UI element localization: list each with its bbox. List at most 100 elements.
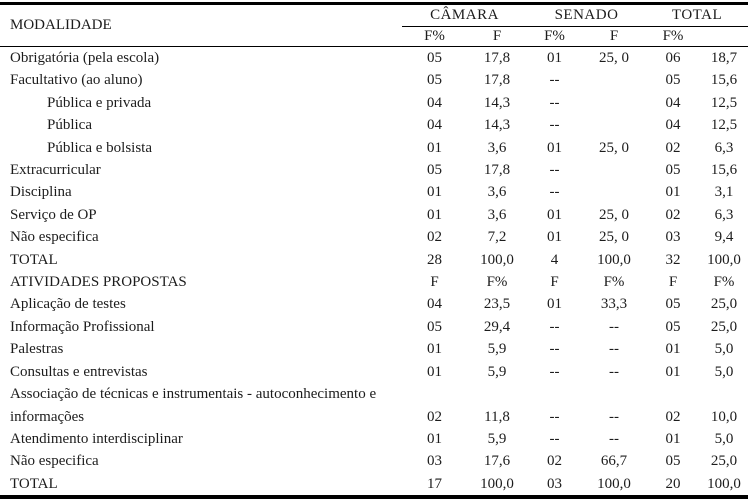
table-cell: 20 [665, 475, 681, 492]
table-row: Informação Profissional 05 29,4 -- -- 05 25,0 [0, 316, 748, 338]
row-label: Pública e bolsista [47, 139, 152, 156]
table-cell: 05 [665, 453, 681, 470]
table-row: TOTAL 17 100,0 03 100,0 20 100,0 [0, 473, 748, 497]
table-row: Palestras 01 5,9 -- -- 01 5,0 [0, 338, 748, 360]
table-cell: 12,5 [710, 117, 738, 134]
table-cell: -- [549, 408, 560, 425]
row-label: TOTAL [10, 475, 58, 492]
table-cell [582, 69, 646, 91]
row-label: Não especifica [10, 229, 99, 246]
table-cell: 3,6 [487, 184, 507, 201]
table-cell: 100,0 [597, 251, 631, 268]
table-cell: 05 [665, 72, 681, 89]
table-cell: 10,0 [710, 408, 738, 425]
table-cell: 03 [547, 475, 563, 492]
table-cell: 29,4 [483, 318, 511, 335]
table-cell: -- [609, 408, 620, 425]
table-row: Facultativo (ao aluno) 05 17,8 -- 05 15,6 [0, 69, 748, 91]
table-row: Extracurricular 05 17,8 -- 05 15,6 [0, 159, 748, 181]
table-cell: 3,6 [487, 206, 507, 223]
table-cell: 11,8 [484, 408, 510, 425]
table-cell: 02 [547, 453, 563, 470]
table-cell: 9,4 [714, 229, 734, 246]
table-header: MODALIDADE CÂMARA SENADO TOTAL F% F F% F… [0, 3, 748, 47]
table-cell: 5,9 [487, 430, 507, 447]
table-cell: 25,0 [710, 318, 738, 335]
table-cell: -- [609, 318, 620, 335]
table-cell: 01 [547, 206, 563, 223]
table-cell: 03 [427, 453, 442, 470]
table-cell: 33,3 [600, 296, 628, 313]
table-cell: F% [713, 274, 735, 291]
table-cell: 04 [427, 117, 442, 134]
sub-header-cell [700, 26, 748, 47]
table-cell: 05 [665, 296, 681, 313]
table-cell: 04 [427, 296, 442, 313]
table-cell: 01 [427, 341, 442, 358]
table-cell [582, 181, 646, 203]
table-cell: F [550, 274, 559, 291]
table-cell: 04 [665, 117, 681, 134]
table-cell: 5,9 [487, 341, 507, 358]
row-label: Obrigatória (pela escola) [10, 50, 160, 66]
table-cell: 01 [547, 229, 563, 246]
table-row: Não especifica 02 7,2 01 25, 0 03 9,4 [0, 226, 748, 248]
table-row: Disciplina 01 3,6 -- 01 3,1 [0, 181, 748, 203]
table-row: Pública e bolsista 01 3,6 01 25, 0 02 6,3 [0, 137, 748, 159]
table-cell: 5,0 [714, 341, 734, 358]
table-cell: 100,0 [480, 251, 514, 268]
table-cell: 32 [665, 251, 681, 268]
table-cell: 01 [547, 50, 563, 66]
table-row: Pública 04 14,3 -- 04 12,5 [0, 114, 748, 136]
table-row: Obrigatória (pela escola) 05 17,8 01 25, 0 0… [0, 47, 748, 70]
table-row: Pública e privada 04 14,3 -- 04 12,5 [0, 92, 748, 114]
table-cell: 03 [665, 229, 681, 246]
table-cell: 17,6 [483, 453, 511, 470]
table-cell: -- [609, 363, 620, 380]
sub-header-cell: F% [527, 26, 583, 47]
table-row: Aplicação de testes 04 23,5 01 33,3 05 25,0 [0, 293, 748, 315]
table-cell: 02 [427, 229, 442, 246]
table-cell: 04 [665, 94, 681, 111]
table-cell: 01 [427, 430, 442, 447]
table-row: Serviço de OP 01 3,6 01 25, 0 02 6,3 [0, 204, 748, 226]
corner-header-modalidade: MODALIDADE [0, 3, 402, 47]
table-cell: 4 [550, 251, 559, 268]
table-cell: 01 [665, 363, 681, 380]
table-cell: 01 [427, 184, 442, 201]
table-row: Não especifica 03 17,6 02 66,7 05 25,0 [0, 450, 748, 472]
table-cell: 25, 0 [599, 50, 630, 66]
table-cell: 02 [665, 206, 681, 223]
table-cell: -- [549, 94, 560, 111]
table-cell: 28 [427, 251, 442, 268]
table-cell: -- [549, 117, 560, 134]
table-cell: 18,7 [710, 50, 738, 66]
group-header-total: TOTAL [646, 3, 748, 27]
table-cell: 3,6 [487, 139, 507, 156]
sub-header-cell: F% [646, 26, 701, 47]
row-label: ATIVIDADES PROPOSTAS [10, 274, 187, 291]
table-cell: 5,0 [714, 363, 734, 380]
table-cell: 02 [665, 139, 681, 156]
table-cell: 100,0 [597, 475, 631, 492]
group-header-senado: SENADO [527, 3, 647, 27]
row-label: Disciplina [10, 184, 72, 201]
table-cell: 100,0 [480, 475, 514, 492]
table-cell: -- [549, 184, 560, 201]
row-label: Não especifica [10, 453, 99, 470]
table-cell: 01 [427, 139, 442, 156]
table-row: Consultas e entrevistas 01 5,9 -- -- 01 5,0 [0, 361, 748, 383]
table-cell: 17 [427, 475, 442, 492]
sub-header-cell: F% [402, 26, 467, 47]
table-cell: -- [549, 341, 560, 358]
row-label: Extracurricular [10, 162, 101, 179]
table-cell: 01 [665, 184, 681, 201]
row-label: Pública e privada [47, 94, 152, 111]
table-cell: 01 [665, 430, 681, 447]
table-cell: 100,0 [707, 251, 741, 268]
table-cell: F% [603, 274, 625, 291]
table-cell: 05 [665, 162, 681, 179]
table-cell: 01 [547, 139, 563, 156]
table-cell: 25, 0 [599, 206, 630, 223]
